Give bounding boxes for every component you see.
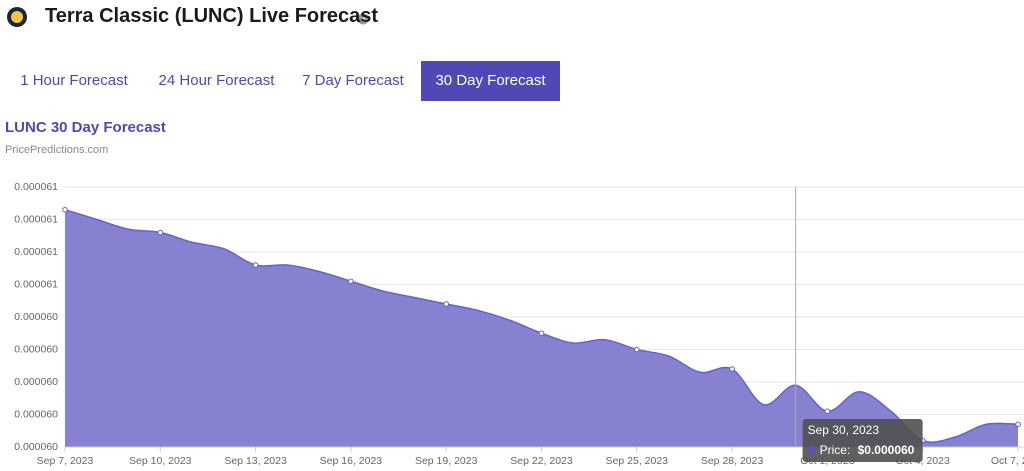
x-tick-label: Sep 28, 2023 (701, 455, 764, 467)
y-tick-label: 0.000060 (14, 376, 58, 388)
tooltip-label: Price: (820, 443, 851, 457)
point (252, 262, 259, 268)
x-tick-label: Sep 16, 2023 (320, 455, 383, 467)
y-tick-label: 0.000060 (14, 311, 58, 323)
y-tick-label: 0.000061 (14, 278, 58, 290)
x-tick-label: Sep 22, 2023 (510, 455, 573, 467)
page-title: Terra Classic (LUNC) Live Forecast (45, 5, 379, 27)
point (443, 301, 450, 307)
y-tick-label: 0.000061 (14, 213, 58, 225)
point (348, 278, 354, 285)
point (157, 229, 164, 236)
coin-icon-inner (11, 11, 23, 23)
point (634, 346, 640, 353)
forecast-tab[interactable]: 1 Hour Forecast (20, 72, 128, 89)
chart-title: LUNC 30 Day Forecast (5, 119, 166, 136)
y-tick-label: 0.000060 (14, 441, 58, 453)
tooltip-box (802, 419, 923, 462)
y-tick-label: 0.000061 (14, 246, 58, 258)
point (62, 206, 68, 213)
x-tick-label: Sep 25, 2023 (606, 455, 669, 467)
tooltip: Sep 30, 2023 Price: $0.000060 (802, 419, 923, 462)
tooltip-swatch (807, 446, 816, 454)
x-tick-label: Sep 13, 2023 (224, 455, 287, 467)
area (65, 209, 1018, 447)
y-tick-label: 0.000060 (14, 408, 58, 420)
x-tick-label: Sep 7, 2023 (37, 455, 94, 467)
x-tick-label: Oct 7, 2023 (991, 455, 1024, 467)
forecast-tab[interactable]: 24 Hour Forecast (158, 72, 275, 89)
point (1015, 421, 1021, 428)
x-tick-label: Sep 10, 2023 (129, 455, 192, 467)
y-tick-label: 0.000060 (14, 343, 58, 355)
y-tick-label: 0.000061 (14, 181, 58, 193)
info-icon-mark (363, 17, 365, 22)
forecast-tab[interactable]: 30 Day Forecast (421, 61, 560, 101)
forecast-tab[interactable]: 7 Day Forecast (302, 72, 404, 89)
point (824, 408, 831, 415)
x-tick-label: Sep 19, 2023 (415, 455, 478, 467)
tooltip-title: Sep 30, 2023 (808, 423, 880, 437)
point (538, 330, 545, 337)
point (729, 366, 735, 372)
chart-subtitle: PricePredictions.com (5, 144, 109, 156)
tooltip-value: $0.000060 (858, 443, 915, 457)
